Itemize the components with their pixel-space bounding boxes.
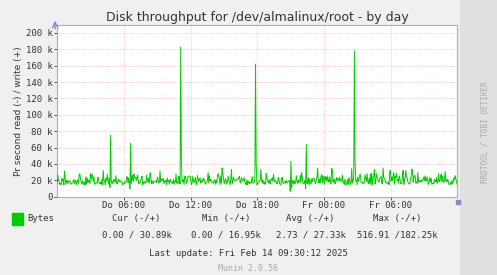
Text: 0.00 / 30.89k: 0.00 / 30.89k [102, 231, 171, 240]
Text: 2.73 / 27.33k: 2.73 / 27.33k [276, 231, 345, 240]
Text: 516.91 /182.25k: 516.91 /182.25k [357, 231, 438, 240]
Text: Max (-/+): Max (-/+) [373, 214, 422, 223]
Text: 0.00 / 16.95k: 0.00 / 16.95k [191, 231, 261, 240]
Text: Last update: Fri Feb 14 09:30:12 2025: Last update: Fri Feb 14 09:30:12 2025 [149, 249, 348, 257]
Text: Min (-/+): Min (-/+) [202, 214, 250, 223]
Text: Avg (-/+): Avg (-/+) [286, 214, 335, 223]
Text: RRDTOOL / TOBI OETIKER: RRDTOOL / TOBI OETIKER [480, 81, 489, 183]
Text: Cur (-/+): Cur (-/+) [112, 214, 161, 223]
Text: Bytes: Bytes [27, 214, 54, 223]
Y-axis label: Pr second read (-) / write (+): Pr second read (-) / write (+) [14, 46, 23, 175]
Text: Munin 2.0.56: Munin 2.0.56 [219, 264, 278, 273]
Title: Disk throughput for /dev/almalinux/root - by day: Disk throughput for /dev/almalinux/root … [106, 10, 409, 24]
